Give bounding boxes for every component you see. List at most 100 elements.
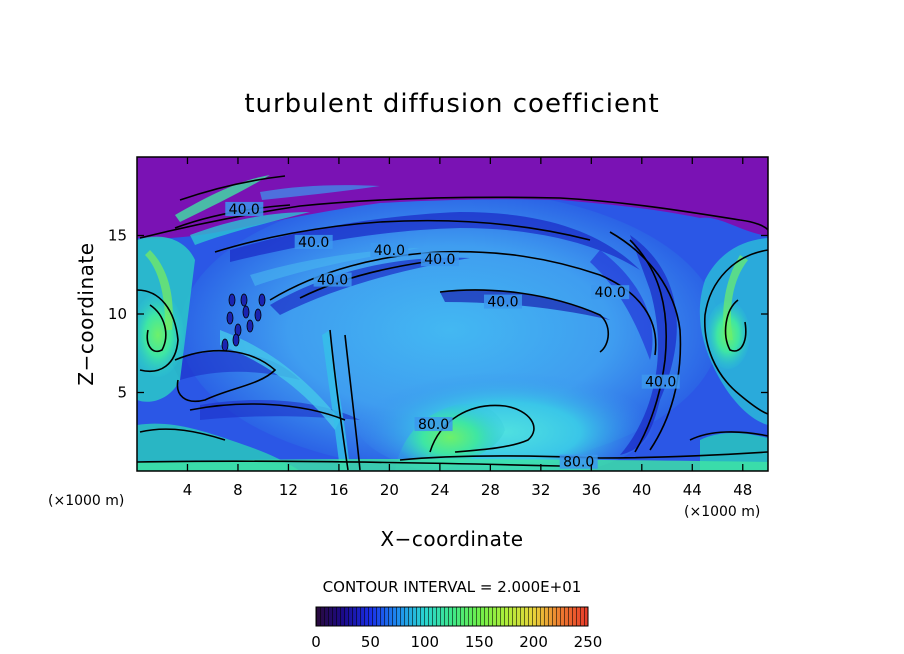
contour-line bbox=[704, 249, 768, 415]
y-axis-label: Z−coordinate bbox=[74, 242, 98, 385]
x-tick-label: 8 bbox=[233, 481, 243, 499]
colorbar-ticks: 0 50 100 150 200 250 bbox=[311, 633, 602, 651]
field-right-eddy-band bbox=[723, 255, 748, 340]
cell-spot bbox=[258, 293, 266, 307]
cell-spot bbox=[232, 333, 240, 347]
contour-label-bg bbox=[313, 272, 352, 287]
field-left-eddy-core bbox=[137, 293, 184, 377]
contour-label: 40.0 bbox=[298, 235, 329, 251]
cell-spot bbox=[228, 293, 236, 307]
contour-line bbox=[689, 431, 768, 441]
x-tick-label: 40 bbox=[632, 481, 651, 499]
contour-label-bg bbox=[225, 201, 264, 216]
field-dark-streak bbox=[270, 257, 470, 315]
contour-line bbox=[439, 289, 610, 353]
x-tick-label: 48 bbox=[733, 481, 752, 499]
contour-line bbox=[344, 334, 361, 471]
contour-line bbox=[189, 403, 346, 421]
y-tick-label: 15 bbox=[108, 227, 127, 245]
x-axis-label: X−coordinate bbox=[380, 527, 523, 551]
x-tick-label: 44 bbox=[683, 481, 702, 499]
field-dark-streak bbox=[200, 400, 360, 420]
colorbar-tick-label: 250 bbox=[574, 633, 603, 651]
contour-line bbox=[399, 451, 768, 461]
contour-label-bg bbox=[414, 417, 453, 432]
colorbar-tick-label: 100 bbox=[410, 633, 439, 651]
contour-label: 40.0 bbox=[229, 202, 260, 218]
contour-line bbox=[629, 239, 668, 453]
contour-label: 40.0 bbox=[317, 273, 348, 289]
contour-interval-text: CONTOUR INTERVAL = 2.000E+01 bbox=[323, 578, 582, 596]
field-upper-wisp bbox=[175, 175, 270, 222]
contour-line bbox=[139, 428, 226, 441]
contour-line bbox=[146, 304, 167, 352]
y-unit-label: (×1000 m) bbox=[48, 493, 124, 509]
field-dark-streak bbox=[620, 235, 677, 455]
cell-spot bbox=[240, 293, 248, 307]
field-dark-streak bbox=[170, 351, 300, 380]
contour-label: 40.0 bbox=[595, 285, 626, 301]
cell-spot bbox=[221, 338, 229, 352]
contour-line bbox=[269, 250, 657, 356]
contour-line bbox=[174, 349, 277, 402]
colorbar-tick-label: 200 bbox=[519, 633, 548, 651]
field-upper-wisp bbox=[260, 185, 380, 200]
x-tick-label: 12 bbox=[279, 481, 298, 499]
contour-label: 40.0 bbox=[424, 252, 455, 268]
field-dark-streak bbox=[440, 289, 610, 320]
field-upper-wisp bbox=[190, 212, 310, 245]
colorbar: 0 50 100 150 200 250 bbox=[311, 606, 602, 651]
contour-line bbox=[179, 175, 286, 201]
contour-label-bg bbox=[370, 242, 409, 257]
colorbar-tick-label: 150 bbox=[465, 633, 494, 651]
contour-line bbox=[429, 404, 535, 453]
field-green-plume bbox=[395, 403, 505, 471]
x-axis-ticks: 4 8 12 16 20 24 28 32 36 40 44 48 bbox=[183, 157, 752, 499]
contour-line bbox=[609, 231, 682, 451]
x-tick-label: 16 bbox=[329, 481, 348, 499]
contour-label-bg bbox=[294, 234, 333, 249]
contour-label: 40.0 bbox=[487, 295, 518, 311]
contour-label-bg bbox=[591, 285, 630, 300]
colorbar-frame bbox=[315, 606, 589, 627]
contour-line bbox=[329, 329, 349, 471]
cell-spot bbox=[242, 305, 250, 319]
colorbar-tick-label: 50 bbox=[361, 633, 380, 651]
x-tick-label: 4 bbox=[183, 481, 193, 499]
colorbar-divisions bbox=[316, 607, 588, 626]
field-left-eddy-band bbox=[145, 250, 173, 330]
x-tick-label: 32 bbox=[531, 481, 550, 499]
field-green-plume bbox=[137, 423, 300, 471]
contour-line bbox=[214, 219, 591, 253]
y-tick-label: 5 bbox=[117, 384, 127, 402]
contour-labels: 40.0 40.0 40.0 40.0 40.0 40.0 40.0 40.0 80.0 80.0 bbox=[225, 201, 680, 471]
field-light-streak bbox=[250, 248, 420, 286]
x-tick-label: 36 bbox=[582, 481, 601, 499]
chart-title: turbulent diffusion coefficient bbox=[244, 89, 659, 119]
cell-spot bbox=[254, 308, 262, 322]
contour-label: 80.0 bbox=[563, 455, 594, 471]
contour-label-bg bbox=[420, 252, 459, 267]
contour-line bbox=[137, 289, 179, 372]
contour-line bbox=[299, 261, 426, 299]
x-tick-label: 24 bbox=[430, 481, 449, 499]
cell-spot bbox=[246, 319, 254, 333]
contour-label: 40.0 bbox=[645, 375, 676, 391]
colorbar-tick-label: 0 bbox=[311, 633, 321, 651]
x-tick-label: 28 bbox=[481, 481, 500, 499]
y-axis-ticks: 5 10 15 bbox=[108, 227, 768, 402]
cell-spot bbox=[226, 311, 234, 325]
contour-label-bg bbox=[559, 454, 598, 469]
contour-label: 80.0 bbox=[418, 417, 449, 433]
heatmap-field: 40.0 40.0 40.0 40.0 40.0 40.0 40.0 40.0 80.0 80.0 bbox=[137, 157, 768, 471]
contour-label-bg bbox=[483, 294, 522, 309]
y-tick-label: 10 bbox=[108, 305, 127, 323]
contour-label: 40.0 bbox=[374, 243, 405, 259]
x-unit-label: (×1000 m) bbox=[684, 504, 760, 520]
contour-line bbox=[724, 299, 747, 352]
x-tick-label: 20 bbox=[380, 481, 399, 499]
contour-label-bg bbox=[641, 374, 680, 389]
contour-line bbox=[137, 460, 561, 467]
field-cell-spots bbox=[221, 293, 266, 352]
